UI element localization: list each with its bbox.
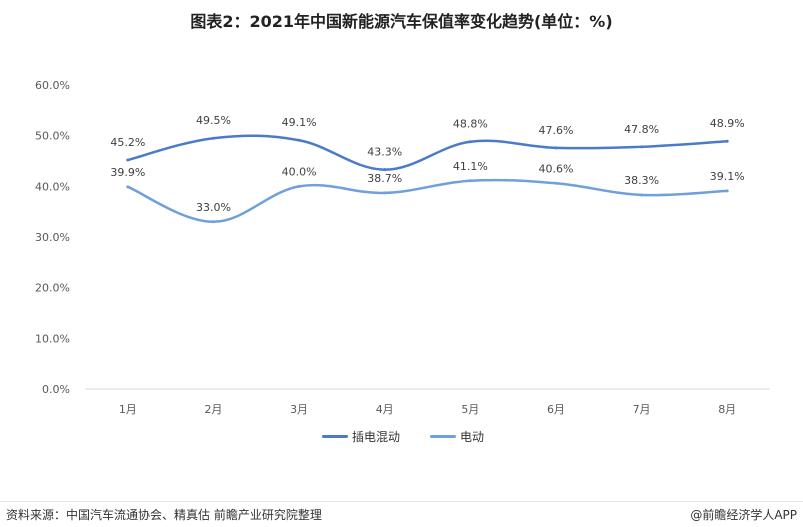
data-label: 47.6% xyxy=(538,124,573,137)
y-tick-label: 0.0% xyxy=(42,383,70,396)
x-tick-label: 8月 xyxy=(718,403,736,416)
legend-swatch-series-1 xyxy=(322,435,348,438)
data-point xyxy=(725,139,729,143)
data-label: 40.0% xyxy=(282,165,317,178)
y-tick-label: 20.0% xyxy=(35,282,70,295)
legend-item-series-2: 电动 xyxy=(430,428,484,445)
chart-legend: 插电混动 电动 xyxy=(0,428,803,452)
data-label: 39.1% xyxy=(710,170,745,183)
legend-label-series-2: 电动 xyxy=(460,430,485,444)
y-tick-label: 40.0% xyxy=(35,180,70,193)
line-chart: 0.0% 10.0% 20.0% 30.0% 40.0% 50.0% 60.0% 1月 2月 3月… xyxy=(35,79,770,416)
y-tick-label: 30.0% xyxy=(35,231,70,244)
x-tick-label: 1月 xyxy=(119,403,137,416)
y-tick-label: 10.0% xyxy=(35,332,70,345)
data-point xyxy=(297,138,301,142)
credit-note: @前瞻经济学人APP xyxy=(690,508,797,522)
source-note: 资料来源：中国汽车流通协会、精真估 前瞻产业研究院整理 xyxy=(6,508,322,522)
data-point xyxy=(554,181,558,185)
x-tick-label: 6月 xyxy=(547,403,565,416)
data-label: 38.7% xyxy=(367,172,402,185)
data-point xyxy=(468,179,472,183)
series-line-1 xyxy=(126,134,729,171)
data-label: 43.3% xyxy=(367,146,402,159)
x-tick-label: 3月 xyxy=(290,403,308,416)
x-tick-label: 2月 xyxy=(204,403,222,416)
legend-item-series-1: 插电混动 xyxy=(322,428,400,445)
data-point xyxy=(211,136,215,140)
data-label: 33.0% xyxy=(196,201,231,214)
data-label: 40.6% xyxy=(538,162,573,175)
y-tick-label: 50.0% xyxy=(35,130,70,143)
data-point xyxy=(725,189,729,193)
data-point xyxy=(640,193,644,197)
data-label: 48.9% xyxy=(710,117,745,130)
data-point xyxy=(554,146,558,150)
x-tick-label: 5月 xyxy=(461,403,479,416)
data-point xyxy=(383,191,387,195)
legend-swatch-series-2 xyxy=(430,435,456,438)
data-label: 45.2% xyxy=(110,136,145,149)
chart-title: 图表2：2021年中国新能源汽车保值率变化趋势(单位：%) xyxy=(190,12,613,31)
footer: 资料来源：中国汽车流通协会、精真估 前瞻产业研究院整理 @前瞻经济学人APP xyxy=(0,501,803,527)
data-label: 49.5% xyxy=(196,114,231,127)
data-point xyxy=(297,184,301,188)
data-label: 47.8% xyxy=(624,123,659,136)
data-label: 39.9% xyxy=(110,166,145,179)
data-label: 38.3% xyxy=(624,174,659,187)
y-tick-label: 60.0% xyxy=(35,79,70,92)
data-point xyxy=(126,185,130,189)
data-label: 41.1% xyxy=(453,160,488,173)
series-line-2 xyxy=(126,178,729,224)
x-tick-label: 4月 xyxy=(376,403,394,416)
data-point xyxy=(211,220,215,224)
data-point xyxy=(468,140,472,144)
data-point xyxy=(640,145,644,149)
data-label: 49.1% xyxy=(282,116,317,129)
data-point xyxy=(126,158,130,162)
x-tick-label: 7月 xyxy=(633,403,651,416)
data-label: 48.8% xyxy=(453,118,488,131)
data-point xyxy=(383,168,387,172)
legend-label-series-1: 插电混动 xyxy=(352,430,401,444)
